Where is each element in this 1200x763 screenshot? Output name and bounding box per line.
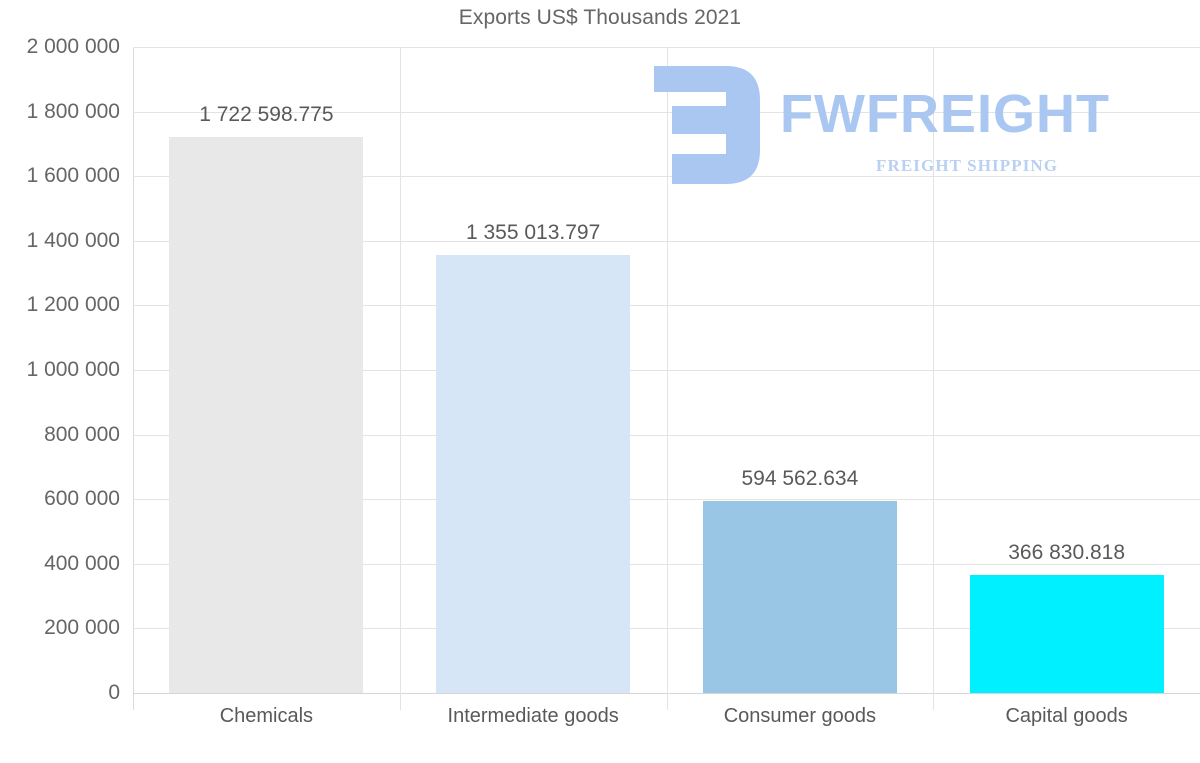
x-axis-tick-label: Intermediate goods [447,705,619,727]
y-axis-tick-label: 0 [108,681,120,704]
y-axis-tick-label: 2 000 000 [26,35,120,58]
y-axis-tick-label: 600 000 [44,487,120,511]
y-axis-tick-label: 1 400 000 [26,228,120,252]
bar-intermediate-goods[interactable] [436,255,631,693]
bar-consumer-goods[interactable] [702,500,897,693]
x-axis-tick-label: Chemicals [219,705,314,727]
category-divider [666,47,668,710]
y-axis-tick-label: 1 000 000 [26,358,120,381]
category-divider [399,47,401,710]
category-divider [933,47,935,710]
y-axis-tick-label: 1 800 000 [26,99,120,123]
bar-capital-goods[interactable] [969,574,1164,693]
bar-chemicals[interactable] [169,136,364,693]
y-axis-tick-label: 1 600 000 [26,164,120,188]
bar-value-label: 1 722 598.775 [199,102,334,126]
y-axis-line [133,47,134,710]
x-axis-tick-label: Consumer goods [723,705,877,727]
y-axis-tick-label: 1 200 000 [26,293,120,317]
bar-value-label: 1 355 013.797 [465,221,601,245]
bar-value-label: 594 562.634 [741,466,859,490]
y-axis-tick-label: 800 000 [44,422,120,446]
chart-title: Exports US$ Thousands 2021 [458,6,742,29]
y-axis-tick-label: 400 000 [44,551,120,575]
x-axis-tick-label: Capital goods [1005,705,1128,727]
y-axis-tick-label: 200 000 [44,616,120,640]
bar-value-label: 366 830.818 [1008,540,1126,564]
plot-area [133,47,1200,710]
